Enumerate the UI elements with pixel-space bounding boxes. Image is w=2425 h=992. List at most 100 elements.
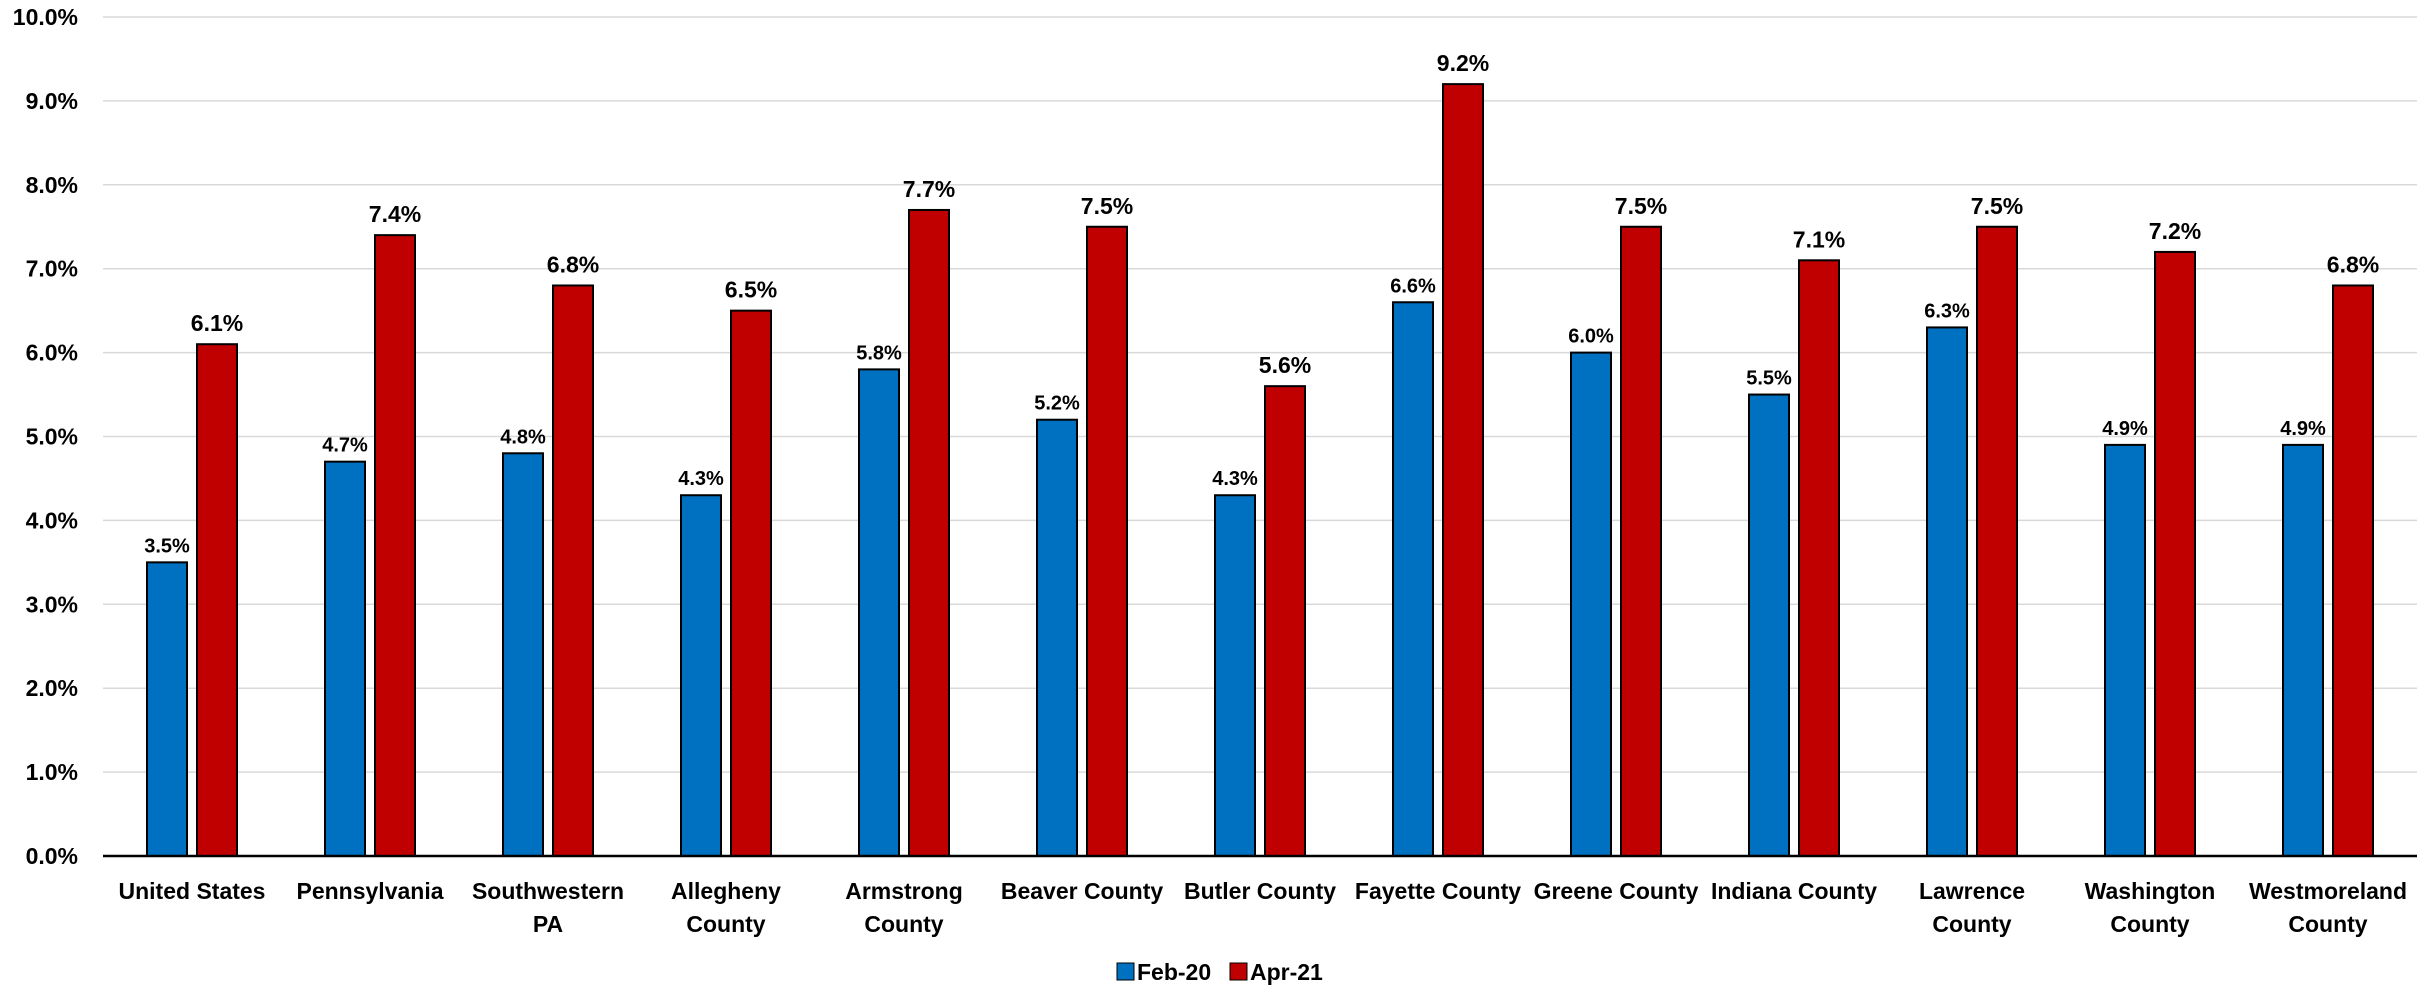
y-tick-label: 8.0%: [26, 172, 78, 198]
x-tick-label-line: Armstrong: [845, 878, 963, 904]
y-tick-label: 5.0%: [26, 424, 78, 450]
value-label-apr-21: 9.2%: [1437, 50, 1489, 76]
x-tick-label: Armstrong County: [845, 878, 963, 937]
value-label-apr-21: 7.5%: [1615, 193, 1667, 219]
value-label-apr-21: 7.1%: [1793, 226, 1845, 252]
x-tick-label-line: Washington: [2085, 878, 2216, 904]
bar-feb-20: [680, 494, 722, 857]
x-tick-label-line: Allegheny: [671, 878, 781, 904]
legend-label: Feb-20: [1137, 959, 1211, 985]
x-tick-label: Butler County: [1184, 878, 1336, 904]
bar-apr-21: [1620, 225, 1662, 857]
bar-apr-21: [1442, 83, 1484, 858]
x-tick-label-line: Westmoreland: [2249, 878, 2407, 904]
x-tick-label: Lawrence County: [1919, 878, 2025, 937]
bar-feb-20: [2104, 443, 2146, 857]
y-tick-label: 0.0%: [26, 843, 78, 869]
x-axis: United States Pennsylvania Southwestern PA A…: [103, 854, 2417, 937]
value-label-feb-20: 6.0%: [1568, 326, 1614, 348]
value-label-apr-21: 7.4%: [369, 201, 421, 227]
y-tick-label: 4.0%: [26, 507, 78, 533]
value-label-feb-20: 4.3%: [1212, 468, 1258, 490]
bar-apr-21: [908, 208, 950, 858]
value-label-apr-21: 7.5%: [1081, 193, 1133, 219]
bar-feb-20: [324, 460, 366, 857]
value-label-apr-21: 7.7%: [903, 176, 955, 202]
x-tick-label-line: Fayette County: [1355, 878, 1521, 904]
value-label-feb-20: 5.2%: [1034, 393, 1080, 415]
x-tick-label-line: Butler County: [1184, 878, 1336, 904]
value-label-apr-21: 6.1%: [191, 310, 243, 336]
y-tick-label: 2.0%: [26, 675, 78, 701]
bar-apr-21: [2332, 284, 2374, 858]
x-tick-label-line: County: [2288, 911, 2367, 937]
x-tick-label-line: Indiana County: [1711, 878, 1877, 904]
bar-feb-20: [1036, 418, 1078, 857]
x-tick-label-line: Beaver County: [1001, 878, 1164, 904]
legend-label: Apr-21: [1250, 959, 1323, 985]
x-tick-label-line: Greene County: [1534, 878, 1699, 904]
value-label-feb-20: 4.3%: [678, 468, 724, 490]
y-tick-label: 1.0%: [26, 759, 78, 785]
gridlines: [103, 16, 2417, 773]
bar-feb-20: [1926, 326, 1968, 857]
bar-feb-20: [1748, 393, 1790, 857]
x-tick-label-line: PA: [533, 911, 563, 937]
y-tick-label: 10.0%: [13, 4, 78, 30]
value-label-feb-20: 4.8%: [500, 426, 546, 448]
bar-feb-20: [858, 368, 900, 857]
bar-feb-20: [1214, 494, 1256, 857]
bar-feb-20: [502, 452, 544, 857]
value-label-apr-21: 6.8%: [547, 251, 599, 277]
legend-swatch: [1229, 962, 1248, 981]
value-label-apr-21: 5.6%: [1259, 352, 1311, 378]
y-tick-label: 3.0%: [26, 591, 78, 617]
bar-apr-21: [196, 343, 238, 857]
bar-feb-20: [2282, 443, 2324, 857]
bar-apr-21: [1798, 259, 1840, 857]
value-label-feb-20: 3.5%: [144, 535, 190, 557]
x-tick-label: Westmoreland County: [2249, 878, 2407, 937]
value-label-feb-20: 6.6%: [1390, 275, 1436, 297]
x-tick-label-line: County: [1932, 911, 2011, 937]
value-label-feb-20: 5.8%: [856, 342, 902, 364]
y-tick-label: 6.0%: [26, 340, 78, 366]
bars: 3.5% 6.1% 4.7% 7.4% 4.8% 6.8% 4.3% 6.5% 5.8% 7.7%…: [144, 50, 2379, 858]
bar-apr-21: [552, 284, 594, 858]
x-tick-label: Greene County: [1534, 878, 1699, 904]
bar-apr-21: [1264, 385, 1306, 857]
x-tick-label-line: Pennsylvania: [296, 878, 443, 904]
x-tick-label: Pennsylvania: [296, 878, 443, 904]
bar-apr-21: [374, 234, 416, 857]
x-tick-label: United States: [119, 878, 266, 904]
value-label-feb-20: 6.3%: [1924, 300, 1970, 322]
x-tick-label: Southwestern PA: [472, 878, 624, 937]
x-tick-label-line: County: [864, 911, 943, 937]
value-label-feb-20: 5.5%: [1746, 368, 1792, 390]
x-tick-label: Allegheny County: [671, 878, 781, 937]
y-tick-label: 7.0%: [26, 256, 78, 282]
x-tick-label-line: Southwestern: [472, 878, 624, 904]
x-tick-label: Fayette County: [1355, 878, 1521, 904]
x-tick-label: Beaver County: [1001, 878, 1164, 904]
bar-apr-21: [1086, 225, 1128, 857]
bar-feb-20: [146, 561, 188, 857]
bar-apr-21: [1976, 225, 2018, 857]
value-label-feb-20: 4.9%: [2280, 418, 2326, 440]
value-label-feb-20: 4.9%: [2102, 418, 2148, 440]
value-label-apr-21: 7.2%: [2149, 218, 2201, 244]
y-tick-label: 9.0%: [26, 88, 78, 114]
y-axis: 0.0% 1.0% 2.0% 3.0% 4.0% 5.0% 6.0% 7.0% 8.0% 9.0%…: [13, 4, 78, 869]
x-tick-label: Washington County: [2085, 878, 2216, 937]
bar-feb-20: [1392, 301, 1434, 857]
x-tick-label: Indiana County: [1711, 878, 1877, 904]
x-tick-label-line: County: [686, 911, 765, 937]
bar-apr-21: [2154, 250, 2196, 858]
value-label-apr-21: 7.5%: [1971, 193, 2023, 219]
value-label-apr-21: 6.8%: [2327, 251, 2379, 277]
x-tick-label-line: Lawrence: [1919, 878, 2025, 904]
x-tick-label-line: United States: [119, 878, 266, 904]
x-tick-label-line: County: [2110, 911, 2189, 937]
value-label-apr-21: 6.5%: [725, 277, 777, 303]
